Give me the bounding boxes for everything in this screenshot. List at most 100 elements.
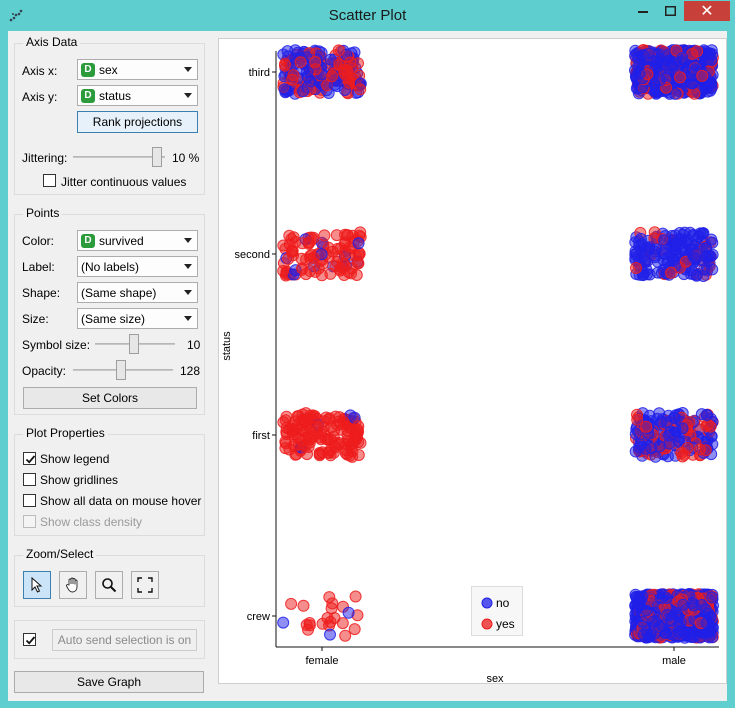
maximize-button[interactable] xyxy=(657,1,683,21)
data-point-no xyxy=(700,408,713,421)
window-title: Scatter Plot xyxy=(328,7,407,24)
points-group: Points Color: D survived Label: (No labe… xyxy=(14,206,205,415)
data-point-yes xyxy=(699,444,712,457)
zoom-select-group: Zoom/Select xyxy=(14,547,205,607)
data-point-no xyxy=(685,77,698,90)
data-point-yes xyxy=(332,44,345,57)
symbol-size-slider-handle[interactable] xyxy=(129,334,139,354)
data-point-no xyxy=(653,440,666,453)
y-tick-label: third xyxy=(249,67,270,79)
data-point-yes xyxy=(352,449,365,461)
data-point-yes xyxy=(630,262,642,274)
data-point-yes xyxy=(688,87,701,100)
data-point-no xyxy=(647,615,660,628)
axis-x-label: Axis x: xyxy=(22,64,58,78)
rank-projections-button[interactable]: Rank projections xyxy=(77,111,198,133)
set-colors-button[interactable]: Set Colors xyxy=(23,387,197,409)
pan-tool-button[interactable] xyxy=(59,571,87,599)
show-legend-checkbox[interactable] xyxy=(23,452,36,465)
plot-area[interactable]: crew first second third female male sex status … xyxy=(218,38,727,684)
discrete-var-icon: D xyxy=(81,62,95,77)
axis-x-combo[interactable]: D sex xyxy=(77,59,198,80)
jittering-value: 10 % xyxy=(172,151,200,165)
select-tool-button[interactable] xyxy=(23,571,51,599)
size-combo[interactable]: (Same size) xyxy=(77,308,198,329)
data-point-no xyxy=(630,247,643,260)
y-axis-title: status xyxy=(221,331,233,361)
data-point-yes xyxy=(696,69,709,82)
pointer-icon xyxy=(31,577,43,593)
show-gridlines-checkbox[interactable] xyxy=(23,473,36,486)
data-point-no xyxy=(633,67,646,80)
data-point-yes xyxy=(279,442,292,455)
fit-icon xyxy=(137,577,153,593)
label-combo[interactable]: (No labels) xyxy=(77,256,198,277)
data-point-yes xyxy=(337,416,350,429)
auto-send-checkbox[interactable] xyxy=(23,633,36,646)
shape-value: (Same shape) xyxy=(81,285,157,300)
data-point-yes xyxy=(303,619,316,632)
data-point-yes xyxy=(336,617,349,630)
data-point-no xyxy=(653,74,666,87)
data-point-yes xyxy=(330,229,343,242)
legend[interactable]: no yes xyxy=(471,586,523,636)
data-point-no xyxy=(636,238,648,250)
data-point-no xyxy=(342,606,355,619)
jittering-slider-handle[interactable] xyxy=(152,147,162,167)
opacity-value: 128 xyxy=(180,364,201,378)
magnifier-icon xyxy=(102,578,117,593)
data-point-no xyxy=(706,591,719,604)
scatter-chart[interactable]: crew first second third female male sex status xyxy=(219,39,726,683)
data-point-yes xyxy=(350,269,363,281)
data-point-no xyxy=(660,416,673,429)
chevron-down-icon xyxy=(184,290,192,295)
save-graph-button[interactable]: Save Graph xyxy=(14,671,204,693)
jittering-slider-track[interactable] xyxy=(73,156,165,158)
color-combo[interactable]: D survived xyxy=(77,230,198,251)
maximize-icon xyxy=(664,6,676,16)
hand-icon xyxy=(66,577,78,593)
y-tick-label: crew xyxy=(247,611,270,623)
legend-marker-no xyxy=(481,597,493,609)
data-point-no xyxy=(698,263,711,276)
minimize-button[interactable] xyxy=(629,1,656,21)
data-point-yes xyxy=(339,247,352,260)
zoom-tool-button[interactable] xyxy=(95,571,123,599)
data-point-yes xyxy=(333,58,346,71)
data-point-no xyxy=(637,628,650,641)
chevron-down-icon xyxy=(184,264,192,269)
data-point-yes xyxy=(303,236,316,249)
shape-combo[interactable]: (Same shape) xyxy=(77,282,198,303)
reset-zoom-button[interactable] xyxy=(131,571,159,599)
data-point-no xyxy=(352,237,365,250)
data-point-no xyxy=(677,598,690,611)
data-point-yes xyxy=(297,599,310,612)
jitter-continuous-checkbox[interactable] xyxy=(43,174,56,187)
data-point-yes xyxy=(704,420,717,433)
data-point-no xyxy=(702,53,715,66)
show-all-data-checkbox[interactable] xyxy=(23,494,36,507)
size-label: Size: xyxy=(22,312,49,326)
legend-label-no: no xyxy=(496,596,510,610)
data-point-no xyxy=(671,628,683,641)
title-bar[interactable]: Scatter Plot ✕ xyxy=(0,0,735,32)
data-point-yes xyxy=(277,264,290,277)
data-point-yes xyxy=(674,71,686,84)
opacity-slider-handle[interactable] xyxy=(116,360,126,380)
data-point-no xyxy=(301,65,313,78)
close-button[interactable]: ✕ xyxy=(684,1,730,21)
data-point-yes xyxy=(307,251,320,264)
label-value: (No labels) xyxy=(81,259,140,274)
data-point-no xyxy=(277,616,290,629)
axis-y-combo[interactable]: D status xyxy=(77,85,198,106)
data-point-no xyxy=(636,615,649,628)
legend-marker-yes xyxy=(481,618,493,630)
data-point-no xyxy=(687,599,700,612)
auto-send-group: Auto send selection is on xyxy=(14,620,205,659)
data-point-no xyxy=(676,422,689,435)
data-point-yes xyxy=(311,412,324,425)
show-class-density-checkbox xyxy=(23,515,36,528)
data-point-yes xyxy=(341,229,354,242)
jitter-continuous-label: Jitter continuous values xyxy=(61,175,187,189)
